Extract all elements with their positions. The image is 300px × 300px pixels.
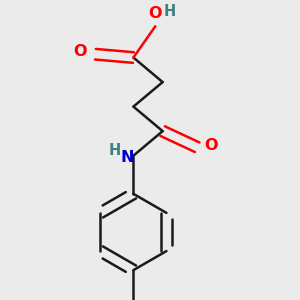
Text: O: O — [74, 44, 87, 59]
Text: O: O — [205, 138, 218, 153]
Text: N: N — [120, 150, 134, 165]
Text: H: H — [109, 143, 121, 158]
Text: H: H — [164, 4, 176, 19]
Text: O: O — [148, 6, 162, 21]
